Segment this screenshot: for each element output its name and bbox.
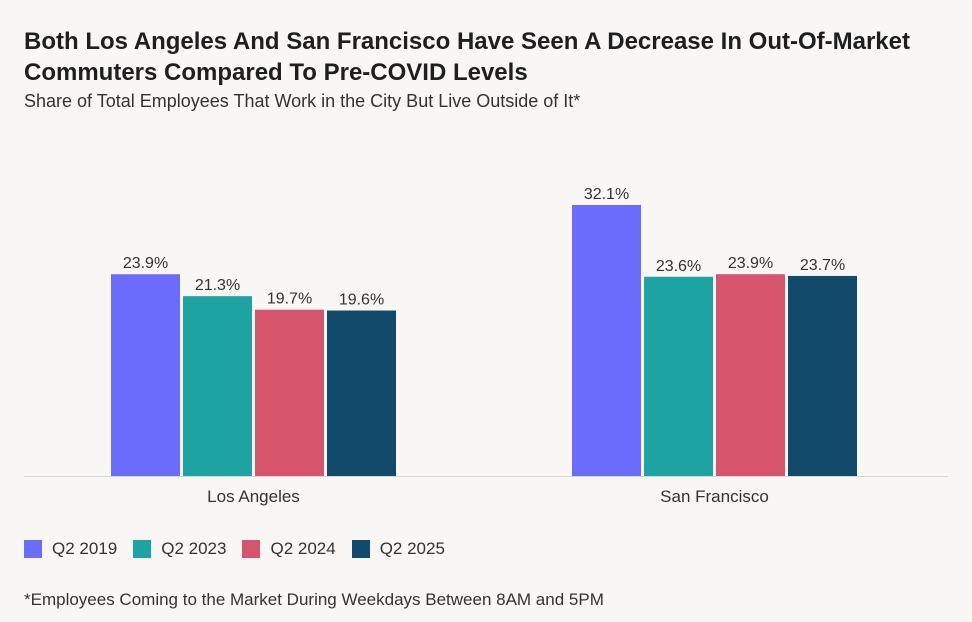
x-tick-label: Los Angeles [207,487,300,506]
bar-q2-2019-los-angeles[interactable] [111,274,180,476]
legend-item-q2-2024[interactable]: Q2 2024 [242,539,336,559]
data-label: 19.6% [339,292,384,309]
bar-q2-2023-los-angeles[interactable] [183,296,252,476]
footnote: *Employees Coming to the Market During W… [24,590,604,609]
data-label: 19.7% [267,291,312,308]
data-label: 23.7% [800,257,845,274]
legend-label: Q2 2025 [379,539,445,558]
bar-q2-2019-san-francisco[interactable] [572,205,641,476]
legend-label: Q2 2019 [52,539,118,558]
legend-item-q2-2019[interactable]: Q2 2019 [24,539,117,559]
legend-swatch [351,540,370,558]
legend-label: Q2 2023 [161,539,227,558]
bar-q2-2023-san-francisco[interactable] [644,276,713,476]
data-label: 21.3% [195,277,240,294]
bar-q2-2025-san-francisco[interactable] [788,275,857,476]
x-tick-label: San Francisco [660,487,769,506]
data-label: 23.9% [123,255,168,272]
chart-subtitle: Share of Total Employees That Work in th… [24,91,581,111]
bar-q2-2024-san-francisco[interactable] [716,274,785,476]
legend: Q2 2019 Q2 2023 Q2 2024 Q2 2025 [24,539,445,559]
legend-swatch [24,540,42,558]
data-label: 23.9% [728,255,773,272]
legend-swatch [133,540,152,558]
bar-q2-2024-los-angeles[interactable] [255,309,324,476]
chart-title: Both Los Angeles And San Francisco Have … [24,28,910,86]
data-label: 32.1% [584,186,629,203]
legend-swatch [242,540,261,558]
data-label: 23.6% [656,258,701,275]
legend-item-q2-2023[interactable]: Q2 2023 [133,539,226,559]
bar-q2-2025-los-angeles[interactable] [327,310,396,476]
legend-item-q2-2025[interactable]: Q2 2025 [351,539,445,559]
legend-label: Q2 2024 [270,539,336,558]
